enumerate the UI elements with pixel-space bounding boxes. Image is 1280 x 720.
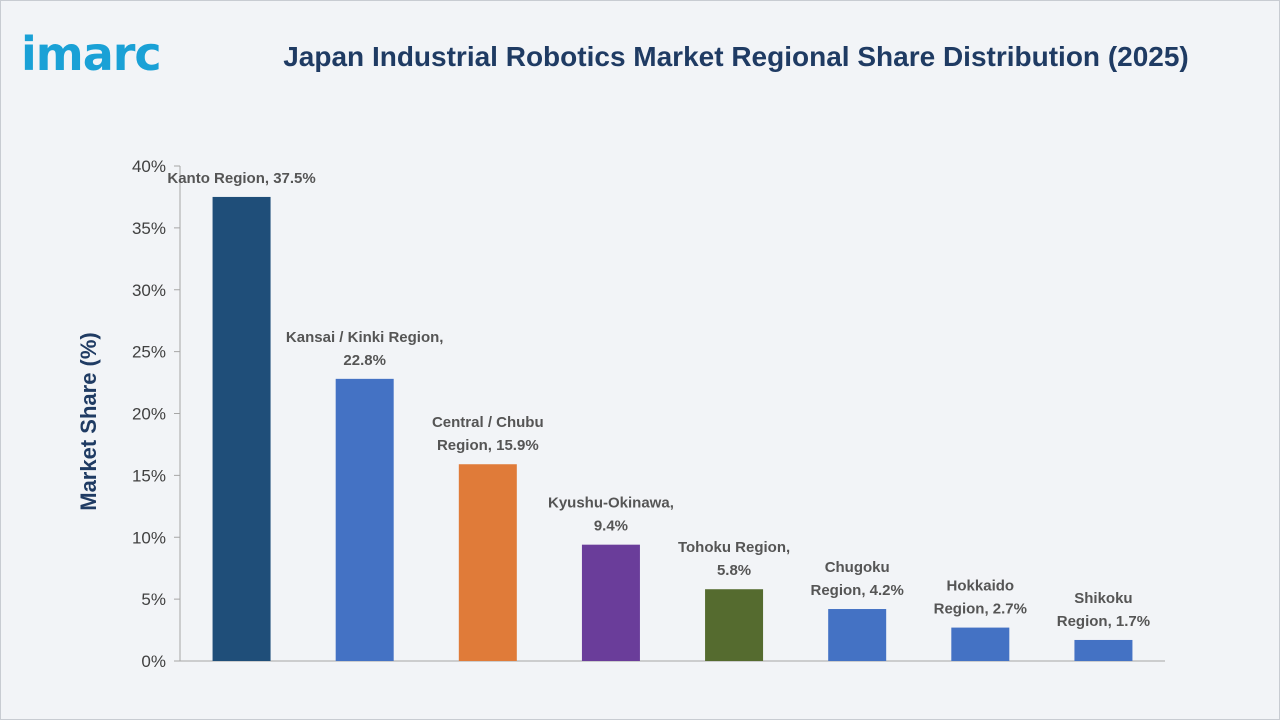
bar-6 <box>828 609 887 661</box>
y-axis-title: Market Share (%) <box>76 332 101 511</box>
bar-2 <box>335 378 394 661</box>
bars-group <box>212 196 1133 661</box>
data-label-4: 9.4% <box>594 518 628 535</box>
data-label-2: 22.8% <box>343 352 386 369</box>
bar-5 <box>705 589 764 661</box>
data-label-1: Kanto Region, 37.5% <box>167 170 315 187</box>
data-label-4: Kyushu-Okinawa, <box>548 495 674 512</box>
y-tick-label: 20% <box>132 405 166 424</box>
bar-3 <box>458 464 517 661</box>
y-axis: 0% 5% 10% 15% 20% 25% 30% 35% 40% <box>132 157 1165 671</box>
y-tick-label: 10% <box>132 528 166 547</box>
data-label-7: Region, 2.7% <box>934 601 1027 618</box>
bar-1 <box>212 196 271 661</box>
chart-title: Japan Industrial Robotics Market Regiona… <box>283 41 1189 72</box>
data-label-3: Central / Chubu <box>432 414 544 431</box>
bar-4 <box>581 544 640 661</box>
data-label-5: 5.8% <box>717 562 751 579</box>
bar-7 <box>951 627 1010 661</box>
y-tick-label: 35% <box>132 219 166 238</box>
data-label-6: Region, 4.2% <box>811 582 904 599</box>
data-label-2: Kansai / Kinki Region, <box>286 329 444 346</box>
data-label-7: Hokkaido <box>947 578 1015 595</box>
imarc-logo: imarc <box>21 27 162 81</box>
data-label-6: Chugoku <box>825 559 890 576</box>
y-tick-label: 30% <box>132 281 166 300</box>
y-tick-label: 0% <box>141 652 166 671</box>
y-tick-label: 5% <box>141 590 166 609</box>
data-label-5: Tohoku Region, <box>678 539 790 556</box>
y-tick-label: 40% <box>132 157 166 176</box>
y-tick-label: 25% <box>132 343 166 362</box>
data-labels-group: Kanto Region, 37.5% Kansai / Kinki Region… <box>167 170 1150 630</box>
bar-8 <box>1074 639 1133 661</box>
data-label-8: Region, 1.7% <box>1057 613 1150 630</box>
y-tick-label: 15% <box>132 466 166 485</box>
data-label-8: Shikoku <box>1074 590 1132 607</box>
data-label-3: Region, 15.9% <box>437 437 539 454</box>
